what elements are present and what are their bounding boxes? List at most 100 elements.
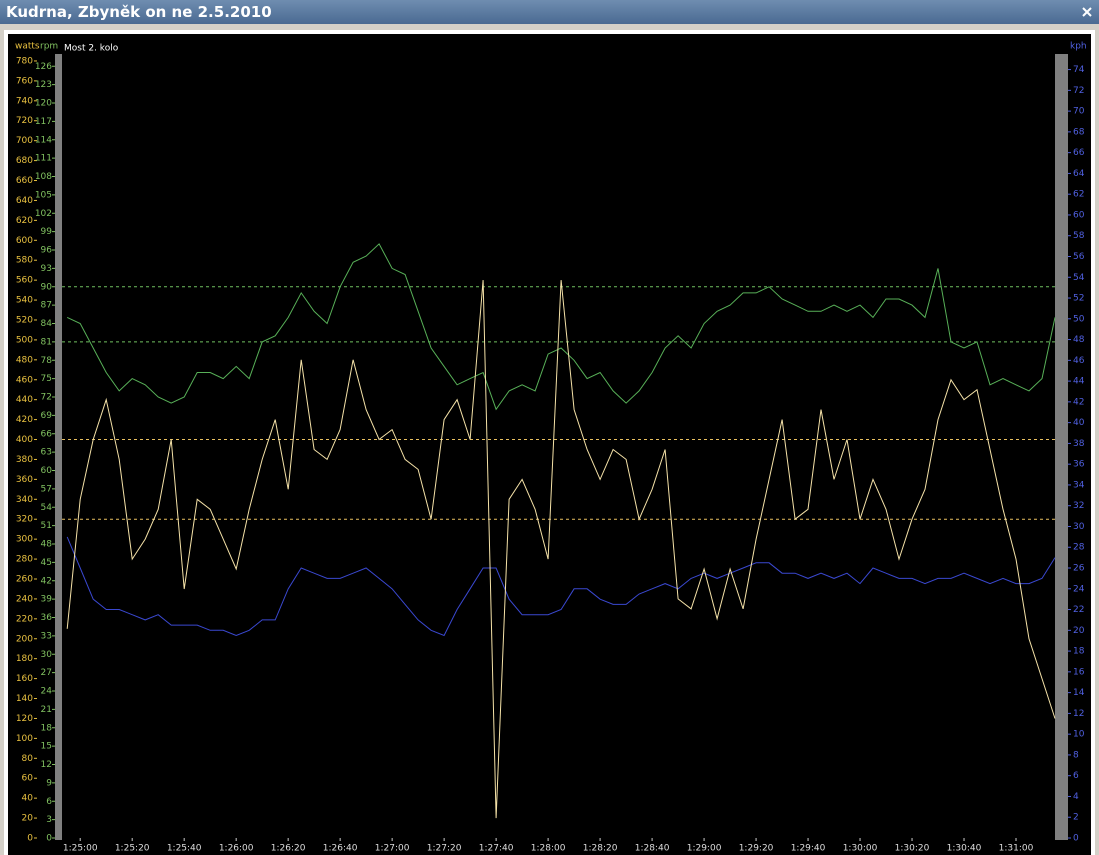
y-tick-label: 220: [16, 614, 33, 624]
y-tick-label: 75: [41, 374, 52, 384]
y-tick-label: 6: [1073, 771, 1079, 781]
y-tick-label: 120: [35, 99, 52, 109]
axis-label: watts: [15, 42, 40, 52]
y-tick-label: 180: [16, 654, 33, 664]
y-tick-label: 36: [41, 613, 53, 623]
y-tick-label: 78: [41, 356, 53, 366]
y-tick-label: 93: [41, 264, 52, 274]
y-tick-label: 63: [41, 448, 52, 458]
y-tick-label: 42: [1073, 397, 1084, 407]
y-tick-label: 33: [41, 631, 52, 641]
x-tick-label: 1:25:00: [63, 844, 98, 854]
y-tick-label: 68: [1073, 127, 1085, 137]
y-tick-label: 40: [1073, 418, 1085, 428]
y-tick-label: 102: [35, 209, 52, 219]
y-tick-label: 400: [16, 435, 33, 445]
y-tick-label: 48: [1073, 335, 1085, 345]
y-tick-label: 10: [1073, 730, 1085, 740]
axis-label: kph: [1070, 42, 1087, 52]
y-tick-label: 160: [16, 674, 33, 684]
y-tick-label: 30: [1073, 522, 1085, 532]
y-tick-label: 40: [22, 794, 34, 804]
y-tick-label: 4: [1073, 792, 1079, 802]
y-tick-label: 72: [41, 393, 52, 403]
y-tick-label: 3: [46, 815, 52, 825]
y-tick-label: 74: [1073, 65, 1085, 75]
y-tick-label: 114: [35, 135, 52, 145]
y-tick-label: 46: [1073, 356, 1085, 366]
x-tick-label: 1:29:00: [687, 844, 722, 854]
y-tick-label: 0: [27, 834, 33, 844]
y-tick-label: 14: [1073, 688, 1085, 698]
x-tick-label: 1:26:00: [219, 844, 254, 854]
y-tick-label: 69: [41, 411, 53, 421]
y-tick-label: 260: [16, 574, 33, 584]
y-tick-label: 340: [16, 495, 33, 505]
chart: Most 2. kolo watts0204060801001201401601…: [4, 30, 1095, 855]
y-tick-label: 680: [16, 156, 33, 166]
y-tick-label: 57: [41, 484, 52, 494]
y-tick-label: 780: [16, 56, 33, 66]
y-tick-label: 123: [35, 80, 52, 90]
y-tick-label: 200: [16, 634, 33, 644]
y-tick-label: 640: [16, 196, 33, 206]
right-bar: [1055, 54, 1068, 840]
y-tick-label: 540: [16, 296, 33, 306]
y-tick-label: 0: [46, 834, 52, 844]
y-tick-label: 72: [1073, 86, 1084, 96]
y-tick-label: 6: [46, 797, 52, 807]
y-tick-label: 440: [16, 395, 33, 405]
y-tick-label: 54: [1073, 273, 1085, 283]
series-line: [66, 536, 1056, 637]
axis-label: rpm: [40, 42, 58, 52]
y-tick-label: 66: [41, 429, 53, 439]
y-tick-label: 660: [16, 176, 33, 186]
y-tick-label: 15: [41, 742, 52, 752]
y-tick-label: 54: [41, 503, 53, 513]
y-tick-label: 111: [35, 154, 52, 164]
y-tick-label: 39: [41, 595, 53, 605]
y-tick-label: 24: [1073, 584, 1085, 594]
y-tick-label: 100: [16, 734, 33, 744]
y-tick-label: 700: [16, 136, 33, 146]
y-tick-label: 62: [1073, 190, 1084, 200]
x-tick-label: 1:27:40: [479, 844, 514, 854]
y-tick-label: 48: [41, 540, 53, 550]
y-tick-label: 26: [1073, 564, 1085, 574]
y-tick-label: 480: [16, 355, 33, 365]
x-tick-label: 1:26:20: [271, 844, 306, 854]
y-tick-label: 27: [41, 668, 52, 678]
y-tick-label: 560: [16, 276, 33, 286]
y-tick-label: 12: [1073, 709, 1084, 719]
y-tick-label: 18: [41, 723, 53, 733]
x-tick-label: 1:28:20: [583, 844, 618, 854]
y-tick-label: 81: [41, 337, 52, 347]
y-tick-label: 760: [16, 76, 33, 86]
chart-panel: [8, 34, 1091, 855]
y-tick-label: 240: [16, 594, 33, 604]
y-tick-label: 620: [16, 216, 33, 226]
x-tick-label: 1:25:20: [115, 844, 150, 854]
y-tick-label: 280: [16, 555, 33, 565]
y-tick-label: 360: [16, 475, 33, 485]
y-tick-label: 500: [16, 335, 33, 345]
y-tick-label: 120: [16, 714, 33, 724]
y-tick-label: 52: [1073, 294, 1084, 304]
y-tick-label: 22: [1073, 605, 1084, 615]
close-button[interactable]: [1081, 6, 1093, 18]
x-tick-label: 1:26:40: [323, 844, 358, 854]
y-tick-label: 580: [16, 256, 33, 266]
y-tick-label: 50: [1073, 314, 1085, 324]
y-tick-label: 60: [22, 774, 34, 784]
y-tick-label: 21: [41, 705, 52, 715]
y-tick-label: 87: [41, 301, 52, 311]
y-tick-label: 34: [1073, 480, 1085, 490]
y-tick-label: 60: [41, 466, 53, 476]
y-tick-label: 51: [41, 521, 52, 531]
y-tick-label: 0: [1073, 834, 1079, 844]
y-tick-label: 520: [16, 315, 33, 325]
y-tick-label: 16: [1073, 667, 1085, 677]
x-tick-label: 1:27:00: [375, 844, 410, 854]
y-tick-label: 300: [16, 535, 33, 545]
